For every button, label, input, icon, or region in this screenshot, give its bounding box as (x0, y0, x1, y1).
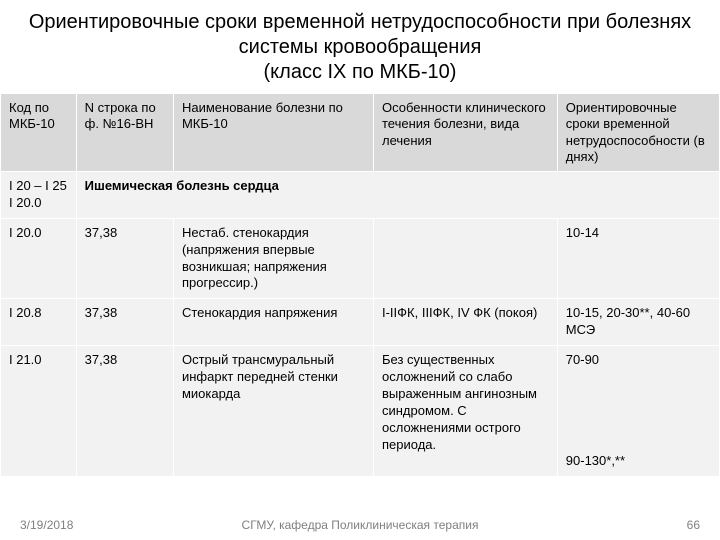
footer-page: 66 (687, 518, 700, 532)
footer-date: 3/19/2018 (20, 518, 73, 532)
footer-center: СГМУ, кафедра Поликлиническая терапия (210, 518, 510, 532)
cell-code: I 20.8 (1, 299, 77, 346)
cell-code: I 21.0 (1, 346, 77, 477)
section-code: I 20 – I 25 I 20.0 (1, 172, 77, 219)
footer: 3/19/2018 СГМУ, кафедра Поликлиническая … (0, 518, 720, 532)
header-col2: N строка по ф. №16-ВН (76, 94, 173, 172)
cell-features: Без существенных осложнений со слабо выр… (373, 346, 557, 477)
title-text: Ориентировочные сроки временной нетрудос… (29, 11, 691, 83)
slide-title: Ориентировочные сроки временной нетрудос… (0, 0, 720, 93)
cell-features: I-IIФК, IIIФК, IV ФК (покоя) (373, 299, 557, 346)
section-row: I 20 – I 25 I 20.0 Ишемическая болезнь с… (1, 172, 720, 219)
header-col1: Код по МКБ-10 (1, 94, 77, 172)
section-title: Ишемическая болезнь сердца (76, 172, 719, 219)
cell-name: Острый трансмуральный инфаркт передней с… (173, 346, 373, 477)
cell-name: Нестаб. стенокардия (напряжения впервые … (173, 218, 373, 299)
table-row: I 20.0 37,38 Нестаб. стенокардия (напряж… (1, 218, 720, 299)
main-table: Код по МКБ-10 N строка по ф. №16-ВН Наим… (0, 93, 720, 477)
cell-duration: 10-14 (557, 218, 719, 299)
cell-form: 37,38 (76, 299, 173, 346)
cell-duration: 10-15, 20-30**, 40-60 МСЭ (557, 299, 719, 346)
cell-code: I 20.0 (1, 218, 77, 299)
cell-form: 37,38 (76, 218, 173, 299)
cell-form: 37,38 (76, 346, 173, 477)
header-col3: Наименование болезни по МКБ-10 (173, 94, 373, 172)
cell-name: Стенокардия напряжения (173, 299, 373, 346)
cell-features (373, 218, 557, 299)
header-col5: Ориентировочные сроки временной нетрудос… (557, 94, 719, 172)
table-row: I 20.8 37,38 Стенокардия напряжения I-II… (1, 299, 720, 346)
table-row: I 21.0 37,38 Острый трансмуральный инфар… (1, 346, 720, 477)
header-col4: Особенности клинического течения болезни… (373, 94, 557, 172)
header-row: Код по МКБ-10 N строка по ф. №16-ВН Наим… (1, 94, 720, 172)
cell-duration: 70-90 90-130*,** (557, 346, 719, 477)
